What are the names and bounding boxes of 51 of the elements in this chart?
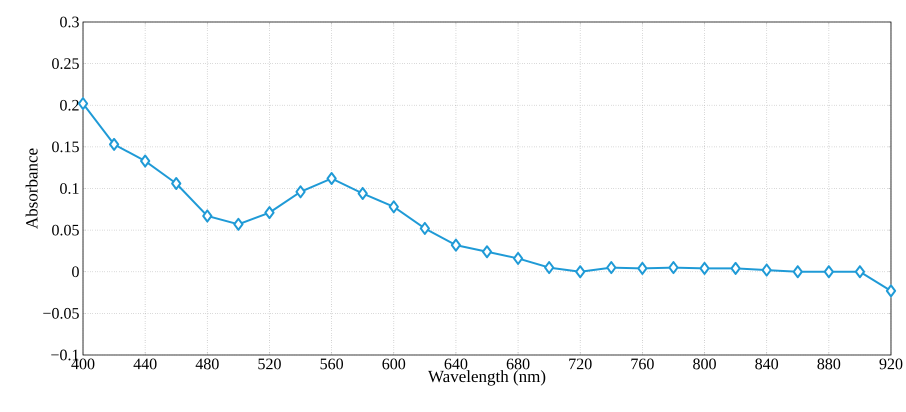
point [420, 222, 430, 235]
x-tick-label: 480 [196, 358, 219, 370]
x-tick-label: 640 [444, 358, 468, 370]
x-tick-label: 760 [631, 358, 654, 370]
point [762, 264, 772, 277]
y-tick-label: 0.15 [52, 141, 79, 152]
point [358, 186, 368, 200]
y-tick-label: −0.1 [51, 350, 79, 360]
point [326, 172, 337, 185]
point [824, 265, 834, 278]
x-tick-label: 400 [71, 358, 94, 370]
point [295, 185, 306, 198]
point [575, 265, 586, 278]
point [699, 262, 710, 275]
x-axis-title: Wavelength (nm) [428, 370, 546, 386]
x-tick-label: 720 [569, 358, 592, 370]
y-tick-label: 0.05 [52, 224, 79, 236]
point [450, 238, 462, 252]
point [637, 262, 648, 275]
x-tick-label: 800 [693, 358, 716, 370]
y-tick-label: 0.2 [60, 100, 79, 111]
point [171, 177, 182, 190]
x-tick-label: 680 [506, 358, 530, 370]
y-tick-label: −0.05 [43, 308, 79, 319]
point [730, 262, 741, 275]
point [233, 218, 244, 231]
y-tick-label: 0.25 [52, 58, 79, 70]
point [854, 265, 866, 278]
x-tick-label: 880 [817, 358, 840, 370]
x-tick-label: 920 [880, 358, 902, 370]
x-tick-label: 560 [320, 358, 344, 370]
y-axis-title: Absorbance [26, 148, 38, 229]
y-tick-label: 0.1 [60, 183, 79, 194]
x-tick-label: 840 [755, 358, 778, 370]
x-tick-label: 440 [133, 358, 157, 370]
point [482, 245, 492, 258]
point [108, 138, 120, 151]
point [606, 261, 616, 274]
x-tick-label: 600 [382, 358, 406, 370]
point [140, 154, 150, 168]
point [264, 206, 275, 220]
point [512, 252, 524, 265]
point [544, 261, 554, 274]
y-tick-label: 0.3 [60, 16, 79, 28]
x-tick-label: 520 [258, 358, 281, 370]
y-tick-label: 0 [72, 266, 79, 278]
point [886, 284, 896, 298]
point [202, 209, 212, 222]
point [668, 261, 679, 274]
point [388, 200, 399, 214]
point [792, 265, 803, 278]
